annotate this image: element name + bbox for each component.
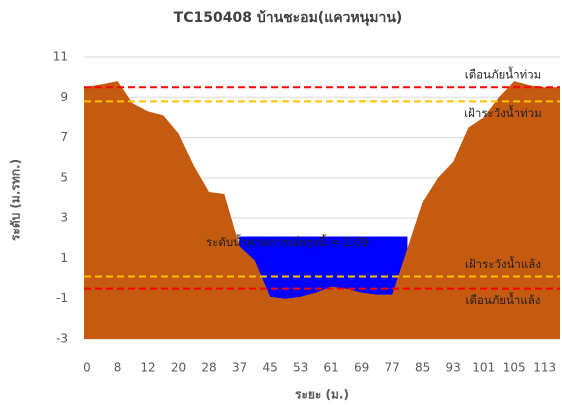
y-tick-label: -3: [56, 332, 68, 346]
y-tick-label: -1: [56, 291, 68, 305]
threshold-label: เฝ้าระวังน้ำท่วม: [464, 105, 542, 120]
x-tick-label: 69: [354, 361, 369, 375]
x-tick-label: 77: [385, 361, 400, 375]
x-tick-label: 28: [201, 361, 216, 375]
x-axis-title: ระยะ (ม.): [295, 388, 349, 402]
ground-area: [84, 81, 560, 340]
x-tick-label: 53: [293, 361, 308, 375]
y-tick-label: 9: [60, 90, 68, 104]
y-tick-label: 11: [53, 50, 68, 64]
threshold-label: เฝ้าระวังน้ำแล้ง: [465, 256, 541, 271]
chart-title: TC150408 บ้านชะอม(แควหนุมาน): [174, 10, 403, 26]
x-tick-label: 113: [533, 361, 556, 375]
x-tick-label: 101: [472, 361, 495, 375]
x-tick-label: 93: [446, 361, 461, 375]
threshold-label: เตือนภัยน้ำแล้ง: [466, 292, 541, 307]
threshold-label: เตือนภัยน้ำท่วม: [465, 67, 541, 82]
x-tick-label: 85: [415, 361, 430, 375]
x-tick-label: 37: [232, 361, 247, 375]
x-tick-label: 0: [83, 361, 91, 375]
x-tick-label: 105: [503, 361, 526, 375]
x-tick-label: 12: [140, 361, 155, 375]
y-tick-label: 5: [60, 170, 68, 184]
water-level-label: ระดับน้ำคาดการณ์พรุ่งนี้ = 2.09: [206, 234, 369, 249]
x-tick-label: 20: [171, 361, 186, 375]
y-tick-label: 3: [60, 211, 68, 225]
x-tick-label: 45: [262, 361, 277, 375]
y-tick-label: 1: [60, 251, 68, 265]
y-axis-title: ระดับ (ม.รทก.): [9, 159, 23, 241]
x-tick-label: 8: [114, 361, 122, 375]
y-tick-label: 7: [60, 130, 68, 144]
x-tick-label: 61: [323, 361, 338, 375]
